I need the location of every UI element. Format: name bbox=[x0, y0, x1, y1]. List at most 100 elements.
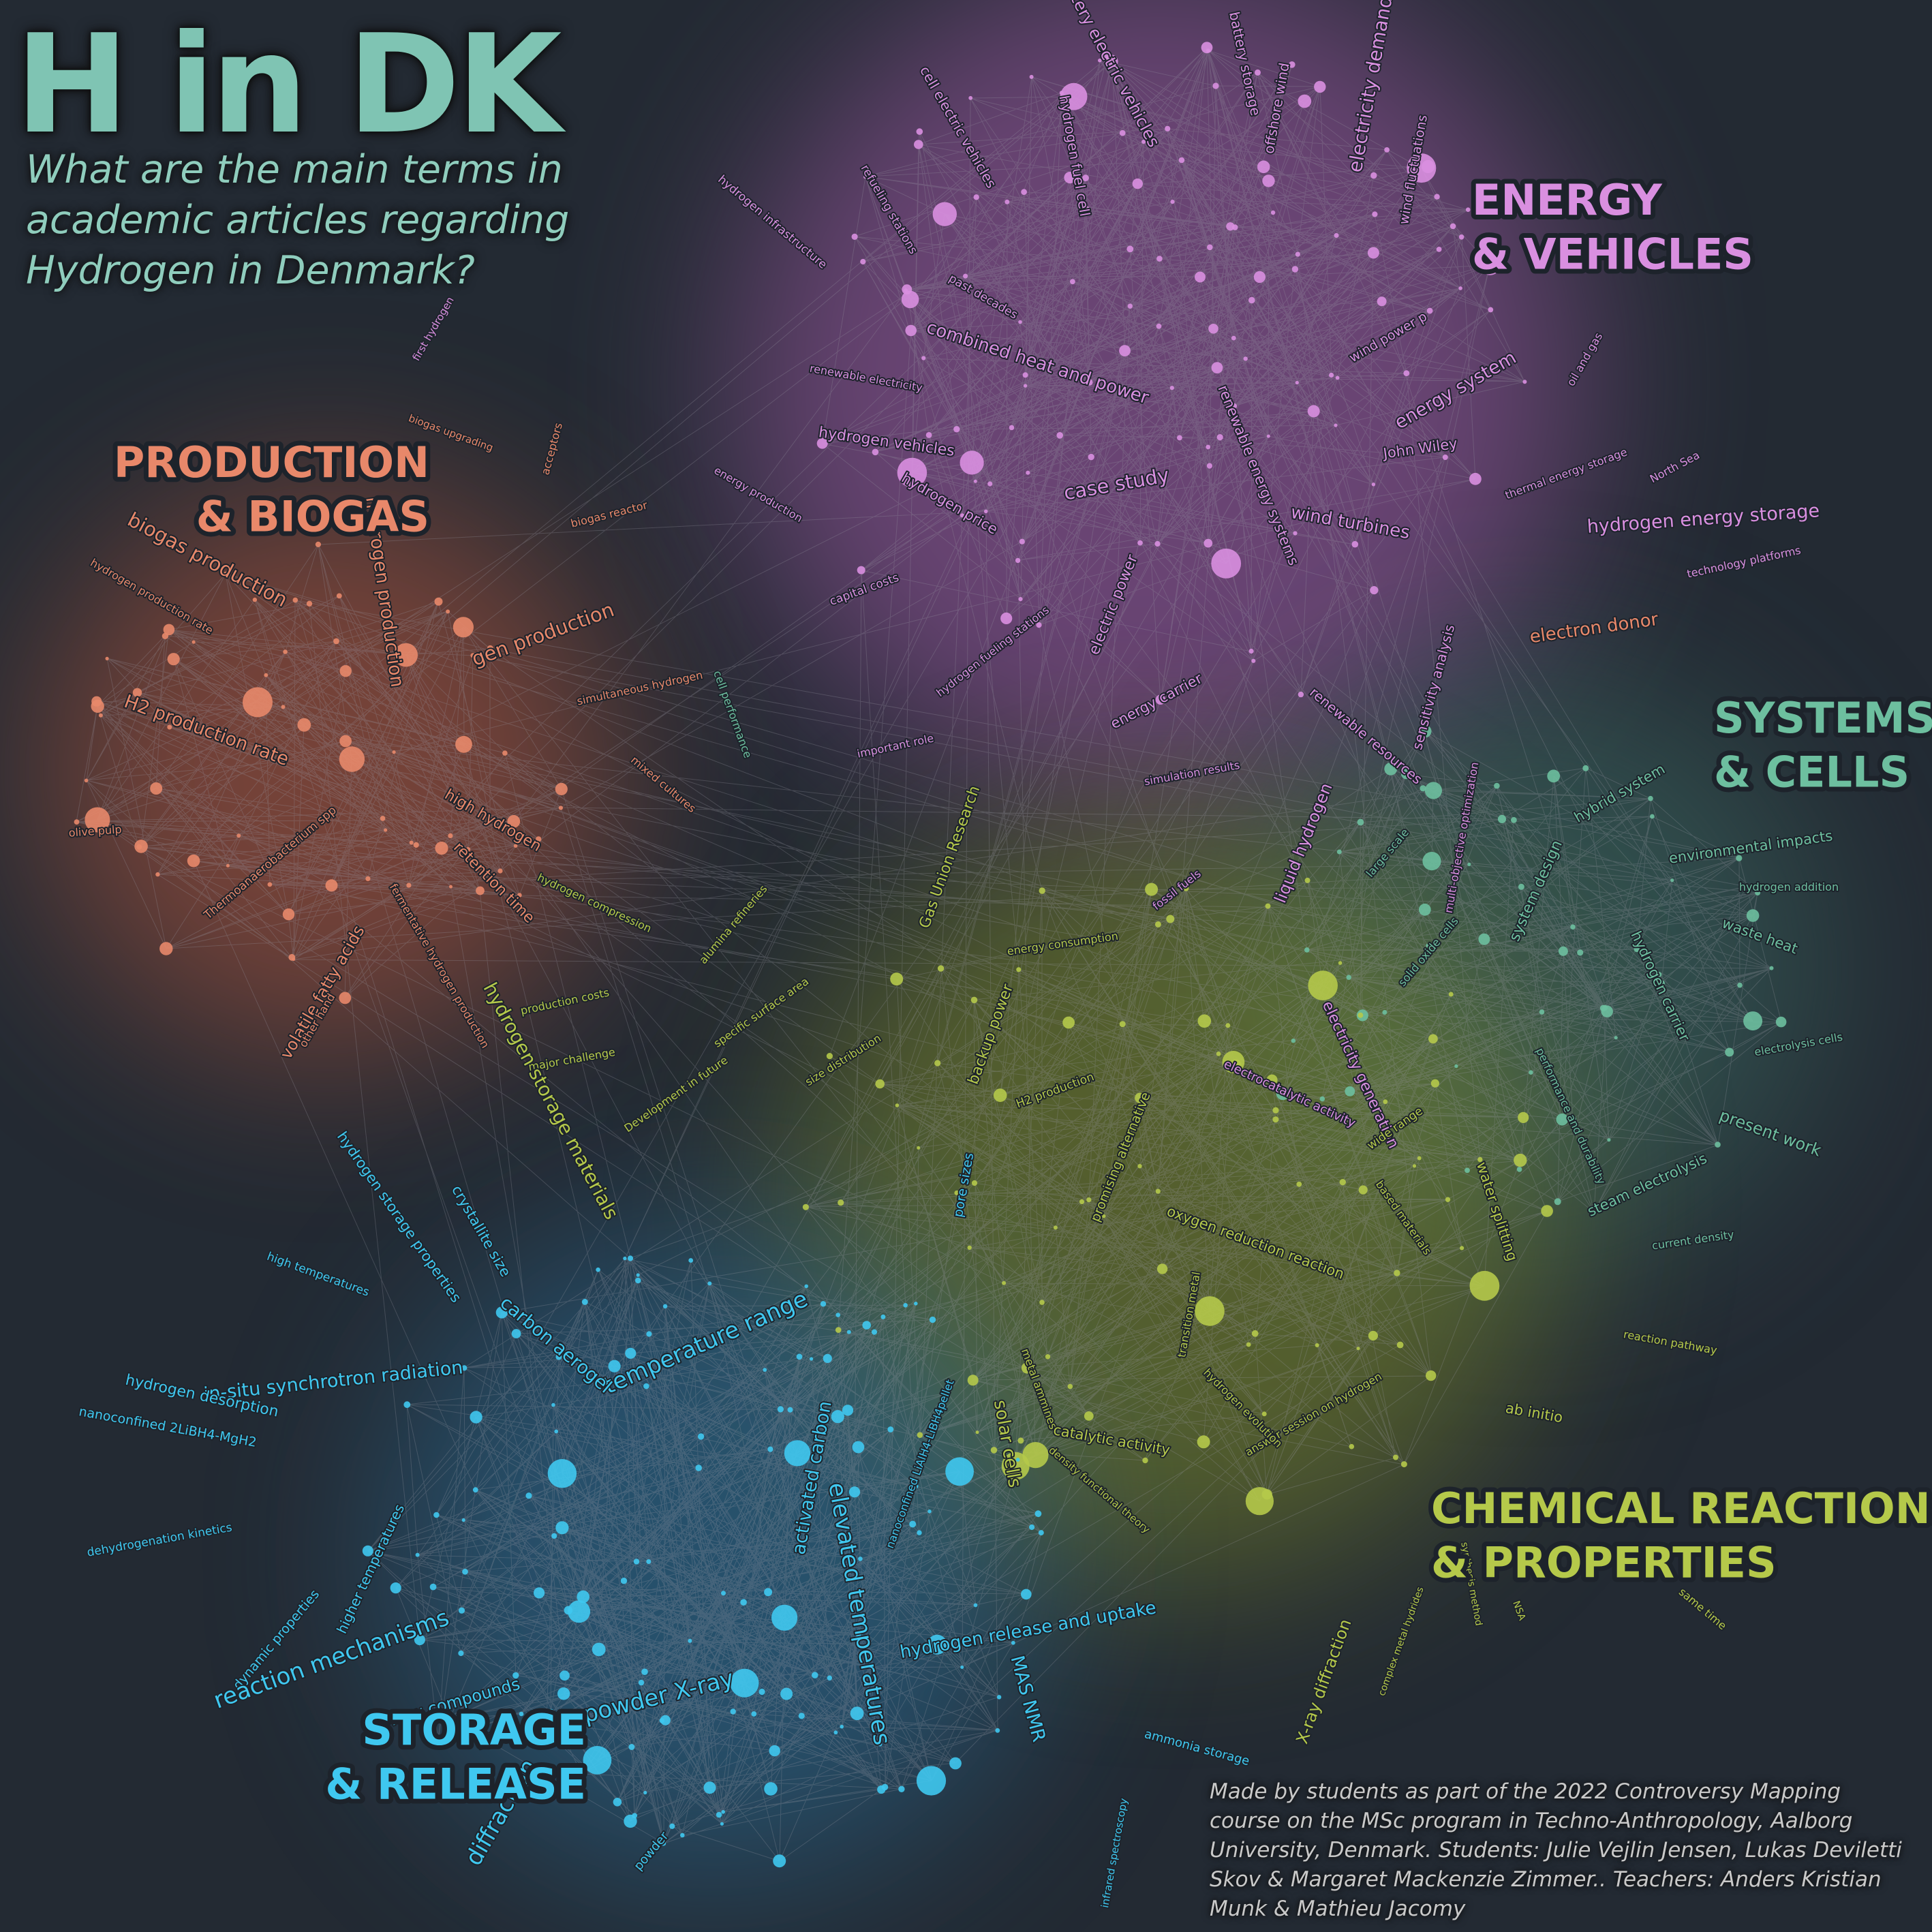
node-production bbox=[339, 746, 365, 772]
node-energy bbox=[1371, 482, 1376, 487]
node-storage bbox=[695, 1465, 702, 1471]
node-systems bbox=[1743, 1011, 1763, 1031]
node-storage bbox=[973, 1603, 978, 1608]
node-storage bbox=[764, 1588, 773, 1597]
node-storage bbox=[916, 1766, 947, 1796]
node-systems bbox=[1570, 924, 1576, 930]
node-storage bbox=[927, 1509, 932, 1514]
node-production bbox=[487, 645, 494, 652]
node-production bbox=[74, 819, 80, 825]
node-storage bbox=[646, 1331, 652, 1337]
node-energy bbox=[1266, 434, 1270, 438]
node-energy bbox=[1019, 538, 1025, 545]
node-energy bbox=[1195, 271, 1206, 283]
node-chemical bbox=[917, 1146, 921, 1150]
node-energy bbox=[1329, 372, 1334, 378]
node-chemical bbox=[1383, 1099, 1388, 1105]
node-storage bbox=[543, 1719, 550, 1726]
node-storage bbox=[716, 1811, 722, 1818]
node-energy bbox=[1127, 303, 1133, 309]
cluster-label-line1: STORAGE bbox=[362, 1705, 586, 1755]
node-energy bbox=[968, 95, 973, 100]
node-energy bbox=[1101, 52, 1111, 63]
node-production bbox=[470, 653, 476, 658]
node-storage bbox=[827, 1675, 833, 1681]
cluster-labels: ENERGY& VEHICLES PRODUCTION& BIOGAS SYSTEM… bbox=[109, 170, 1932, 1813]
node-production bbox=[315, 541, 321, 548]
node-chemical bbox=[1460, 1246, 1465, 1251]
node-energy bbox=[1156, 323, 1162, 329]
node-energy bbox=[1022, 372, 1028, 378]
node-systems bbox=[1648, 795, 1653, 801]
node-production bbox=[288, 953, 296, 961]
node-chemical bbox=[990, 1447, 998, 1454]
node-production bbox=[155, 872, 160, 877]
node-storage bbox=[461, 1518, 465, 1522]
node-energy bbox=[1384, 147, 1390, 153]
node-energy bbox=[857, 566, 865, 574]
node-energy bbox=[860, 258, 866, 265]
node-systems bbox=[1554, 1198, 1561, 1206]
node-production bbox=[365, 876, 371, 881]
node-production bbox=[84, 778, 89, 783]
node-energy bbox=[1036, 622, 1042, 628]
node-systems bbox=[1494, 782, 1500, 789]
node-systems bbox=[1478, 933, 1490, 945]
node-storage bbox=[812, 1672, 818, 1678]
node-energy bbox=[1231, 403, 1238, 410]
glow-energy bbox=[736, 0, 1581, 804]
node-production bbox=[465, 847, 471, 852]
node-storage bbox=[1011, 1640, 1015, 1645]
node-storage bbox=[855, 1631, 861, 1638]
node-storage bbox=[773, 1854, 786, 1868]
node-chemical bbox=[1448, 992, 1454, 997]
node-storage bbox=[751, 1711, 757, 1717]
node-energy bbox=[863, 174, 868, 179]
node-production bbox=[384, 828, 388, 832]
node-energy bbox=[921, 356, 926, 361]
cluster-label-line2: & VEHICLES bbox=[1472, 229, 1753, 279]
node-energy bbox=[1469, 472, 1482, 485]
node-systems bbox=[1454, 1064, 1458, 1069]
node-storage bbox=[730, 1668, 759, 1698]
node-energy bbox=[1082, 174, 1089, 182]
node-systems bbox=[1420, 785, 1426, 792]
node-chemical bbox=[1216, 1052, 1221, 1056]
node-storage bbox=[917, 1530, 922, 1535]
node-energy bbox=[851, 233, 858, 240]
node-systems bbox=[1614, 1036, 1618, 1040]
node-chemical bbox=[971, 1180, 978, 1186]
node-energy bbox=[1216, 434, 1223, 441]
node-energy bbox=[1377, 296, 1387, 307]
node-energy bbox=[1334, 233, 1339, 238]
node-storage bbox=[758, 1688, 765, 1696]
node-systems bbox=[1516, 1167, 1522, 1172]
node-energy bbox=[1270, 210, 1276, 215]
node-chemical bbox=[802, 1203, 809, 1210]
node-chemical bbox=[937, 965, 945, 972]
node-production bbox=[105, 656, 109, 661]
node-systems bbox=[1418, 724, 1432, 738]
node-chemical bbox=[1039, 1300, 1045, 1305]
node-storage bbox=[512, 1672, 519, 1679]
node-energy bbox=[1005, 199, 1010, 204]
node-energy bbox=[1156, 256, 1163, 262]
node-systems bbox=[1357, 818, 1364, 826]
node-systems bbox=[1401, 769, 1411, 780]
node-systems bbox=[1547, 769, 1561, 783]
node-energy bbox=[1226, 222, 1235, 231]
node-storage bbox=[660, 1715, 671, 1726]
node-energy bbox=[1029, 74, 1034, 79]
node-storage bbox=[823, 1353, 832, 1363]
node-energy bbox=[1255, 69, 1261, 76]
node-storage bbox=[878, 1742, 883, 1747]
node-systems bbox=[1715, 1141, 1721, 1148]
node-storage bbox=[628, 1744, 635, 1750]
node-production bbox=[339, 665, 352, 677]
node-production bbox=[162, 632, 169, 639]
nodes bbox=[74, 42, 1787, 1868]
node-energy bbox=[1119, 129, 1126, 136]
node-chemical bbox=[1166, 915, 1175, 923]
node-chemical bbox=[1430, 1079, 1439, 1088]
node-storage bbox=[646, 1559, 651, 1564]
